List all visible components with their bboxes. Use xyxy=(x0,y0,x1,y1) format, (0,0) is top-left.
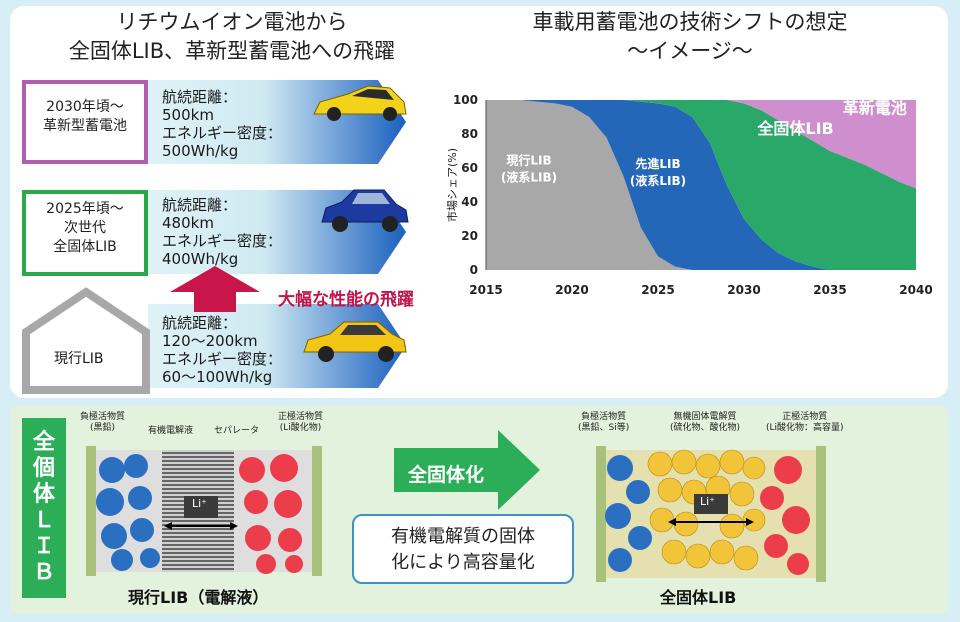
leap-up-arrow xyxy=(170,266,260,312)
x-tick-label: 2015 xyxy=(469,283,502,297)
x-tick-label: 2025 xyxy=(641,283,674,297)
spec-2030: 航続距離： 500km エネルギー密度： 500Wh/kg xyxy=(162,88,283,160)
spec-current: 航続距離： 120〜200km エネルギー密度： 60〜100Wh/kg xyxy=(162,314,283,386)
left-electrolyte-label: 有機電解液 xyxy=(148,426,194,436)
area-series-2 xyxy=(486,100,916,270)
spec-2025: 航続距離： 480km エネルギー密度： 400Wh/kg xyxy=(162,196,283,268)
y-tick-label: 20 xyxy=(461,229,478,243)
area-series-0 xyxy=(486,100,916,270)
current-lib-house xyxy=(22,287,150,394)
y-tick-label: 80 xyxy=(461,127,478,141)
taxi-yellow xyxy=(303,321,407,362)
x-tick-label: 2030 xyxy=(727,283,760,297)
left-ion-label: Li⁺ xyxy=(192,497,207,510)
solidify-label: 全固体化 xyxy=(408,464,485,486)
area-series-3 xyxy=(486,100,916,189)
solidify-arrow xyxy=(394,430,540,510)
series-label-2: 全固体LIB xyxy=(756,119,833,138)
right-electrolyte-label: 無機固体電解質 (硫化物、酸化物) xyxy=(670,412,741,433)
current-lib-cell xyxy=(86,446,322,576)
x-tick-label: 2035 xyxy=(813,283,846,297)
x-tick-label: 2040 xyxy=(899,283,932,297)
sports-car-yellow xyxy=(313,85,407,121)
y-tick-label: 100 xyxy=(453,93,478,107)
right-cell-caption: 全固体LIB xyxy=(660,588,737,607)
y-axis-label: 市場シェア(%) xyxy=(445,148,459,222)
left-separator-label: セパレータ xyxy=(214,426,260,436)
left-anode-label: 負極活物質 (黒鉛) xyxy=(80,412,126,433)
solid-state-cell xyxy=(596,446,826,582)
left-cathode-label: 正極活物質 (Li酸化物) xyxy=(278,412,324,433)
x-tick-label: 2020 xyxy=(555,283,588,297)
series-label-1: 先進LIB (液系LIB) xyxy=(630,156,686,188)
area-series-1 xyxy=(486,100,916,270)
left-cell-caption: 現行LIB（電解液） xyxy=(128,588,269,607)
right-ion-label: Li⁺ xyxy=(700,495,715,508)
series-label-0: 現行LIB (液系LIB) xyxy=(501,153,557,185)
sedan-blue xyxy=(321,189,409,232)
left-title: リチウムイオン電池から 全固体LIB、革新型蓄電池への飛躍 xyxy=(68,10,396,63)
right-cathode-label: 正極活物質 (Li酸化物：高容量) xyxy=(766,412,844,433)
series-label-3: 革新電池 xyxy=(843,99,907,118)
y-tick-label: 0 xyxy=(470,263,478,277)
stage-box-2025: 2025年頃〜 次世代 全固体LIB xyxy=(22,190,148,276)
stage-box-2030: 2030年頃〜 革新型蓄電池 xyxy=(22,80,148,164)
y-tick-label: 60 xyxy=(461,161,478,175)
stage-label-current: 現行LIB xyxy=(54,351,104,367)
leap-label: 大幅な性能の飛躍 xyxy=(278,290,414,310)
right-anode-label: 負極活物質 (黒鉛、Si等) xyxy=(578,412,630,433)
solidify-note: 有機電解質の固体 化により高容量化 xyxy=(352,514,574,584)
y-tick-label: 40 xyxy=(461,195,478,209)
right-title: 車載用蓄電池の技術シフトの想定 〜イメージ〜 xyxy=(532,10,848,63)
